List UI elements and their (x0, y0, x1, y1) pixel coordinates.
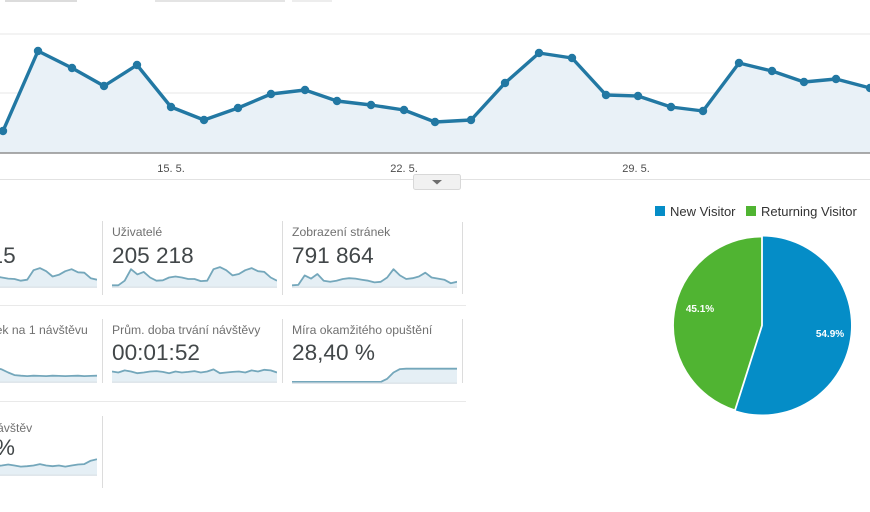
svg-text:29. 5.: 29. 5. (622, 163, 650, 175)
svg-text:45.1%: 45.1% (686, 304, 714, 315)
svg-text:15. 5.: 15. 5. (157, 163, 185, 175)
svg-text:54.9%: 54.9% (816, 329, 844, 340)
svg-text:22. 5.: 22. 5. (390, 163, 418, 175)
